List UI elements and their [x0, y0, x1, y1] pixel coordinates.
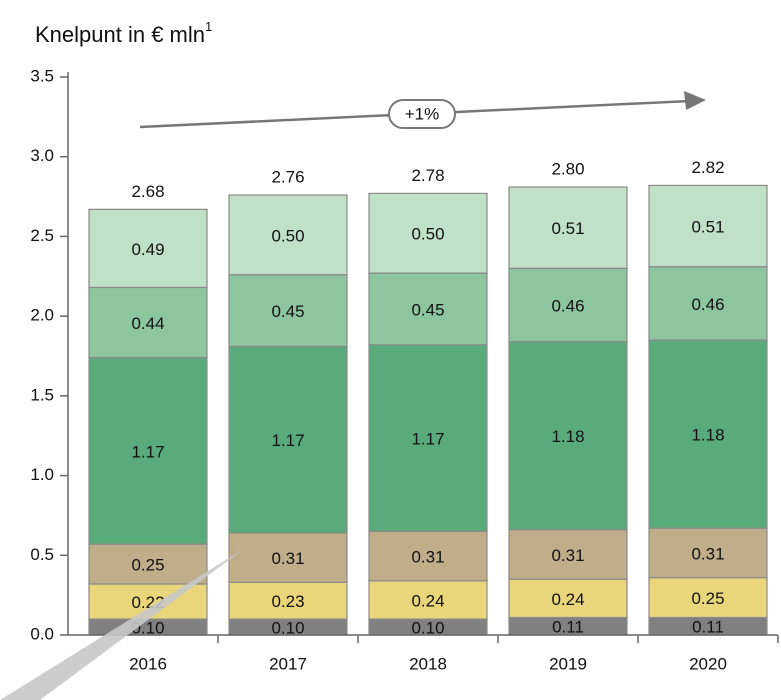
callout-pointer	[0, 548, 245, 700]
y-tick-label: 2.5	[30, 226, 54, 245]
title-text: Knelpunt in € mln	[35, 22, 205, 47]
segment-label: 0.51	[691, 218, 724, 237]
y-tick-label: 1.5	[30, 385, 54, 404]
bar-segment	[508, 186, 628, 269]
segment-label: 0.46	[691, 295, 724, 314]
total-label: 2.78	[411, 166, 444, 185]
segment-label: 0.31	[411, 548, 444, 567]
total-label: 2.76	[271, 167, 304, 186]
segment-label: 0.46	[551, 296, 584, 315]
x-tick-label: 2020	[689, 654, 727, 673]
bar-segment	[228, 194, 348, 276]
bar-segment	[228, 345, 348, 534]
bar-segment	[88, 208, 208, 289]
segment-label: 1.17	[411, 430, 444, 449]
annotation: +1%	[405, 104, 440, 123]
bar-segment	[648, 577, 768, 619]
segment-label: 0.11	[552, 618, 584, 637]
x-tick-label: 2016	[129, 654, 167, 673]
bar-segment	[648, 184, 768, 268]
annotation-bubble	[388, 99, 456, 129]
bar-segment	[368, 192, 488, 274]
bar-segment	[88, 356, 208, 545]
segment-label: 0.50	[271, 226, 304, 245]
segment-label: 0.31	[691, 544, 724, 563]
y-tick-label: 3.0	[30, 146, 54, 165]
bar-segment	[368, 344, 488, 532]
bar-segment	[368, 580, 488, 620]
trend-arrowhead	[684, 91, 706, 110]
total-label: 2.68	[131, 182, 164, 201]
segment-label: 0.45	[271, 302, 304, 321]
total-label: 2.82	[691, 158, 724, 177]
y-tick-label: 3.5	[30, 66, 54, 85]
bar-segment	[88, 286, 208, 359]
y-tick-label: 0.0	[30, 624, 54, 643]
x-tick-label: 2018	[409, 654, 447, 673]
plot-area: 0.00.51.01.52.02.53.03.50.100.220.251.17…	[30, 66, 779, 673]
y-tick-label: 2.0	[30, 306, 54, 325]
segment-label: 0.51	[551, 219, 584, 238]
segment-label: 1.17	[131, 442, 164, 461]
bar-segment	[228, 532, 348, 583]
bar-segment	[508, 341, 628, 531]
bar-segment	[368, 530, 488, 582]
bar-segment	[88, 543, 208, 585]
y-tick-label: 1.0	[30, 465, 54, 484]
segment-label: 0.25	[691, 589, 724, 608]
segment-label: 0.11	[692, 618, 724, 637]
y-tick-label: 0.5	[30, 545, 54, 564]
segment-label: 0.24	[411, 591, 444, 610]
title-footnote: 1	[205, 19, 212, 34]
segment-label: 0.44	[131, 314, 164, 333]
segment-label: 0.10	[411, 619, 444, 638]
segment-label: 0.24	[551, 590, 584, 609]
segment-label: 0.50	[411, 225, 444, 244]
segment-label: 0.31	[551, 546, 584, 565]
bar-segment	[648, 266, 768, 341]
x-tick-label: 2017	[269, 654, 307, 673]
x-tick-label: 2019	[549, 654, 587, 673]
bar-segment	[508, 529, 628, 580]
bar-segment	[648, 527, 768, 579]
chart-title: Knelpunt in € mln1	[35, 19, 212, 46]
total-label: 2.80	[551, 159, 584, 178]
segment-label: 0.23	[271, 592, 304, 611]
segment-label: 1.18	[551, 427, 584, 446]
bar-segment	[228, 274, 348, 348]
bar-segment	[368, 272, 488, 346]
segment-label: 1.18	[691, 426, 724, 445]
segment-label: 1.17	[271, 431, 304, 450]
segment-label: 0.45	[411, 300, 444, 319]
segment-label: 0.31	[271, 549, 304, 568]
segment-label: 0.25	[131, 556, 164, 575]
segment-label: 0.49	[131, 240, 164, 259]
segment-label: 0.10	[271, 619, 304, 638]
